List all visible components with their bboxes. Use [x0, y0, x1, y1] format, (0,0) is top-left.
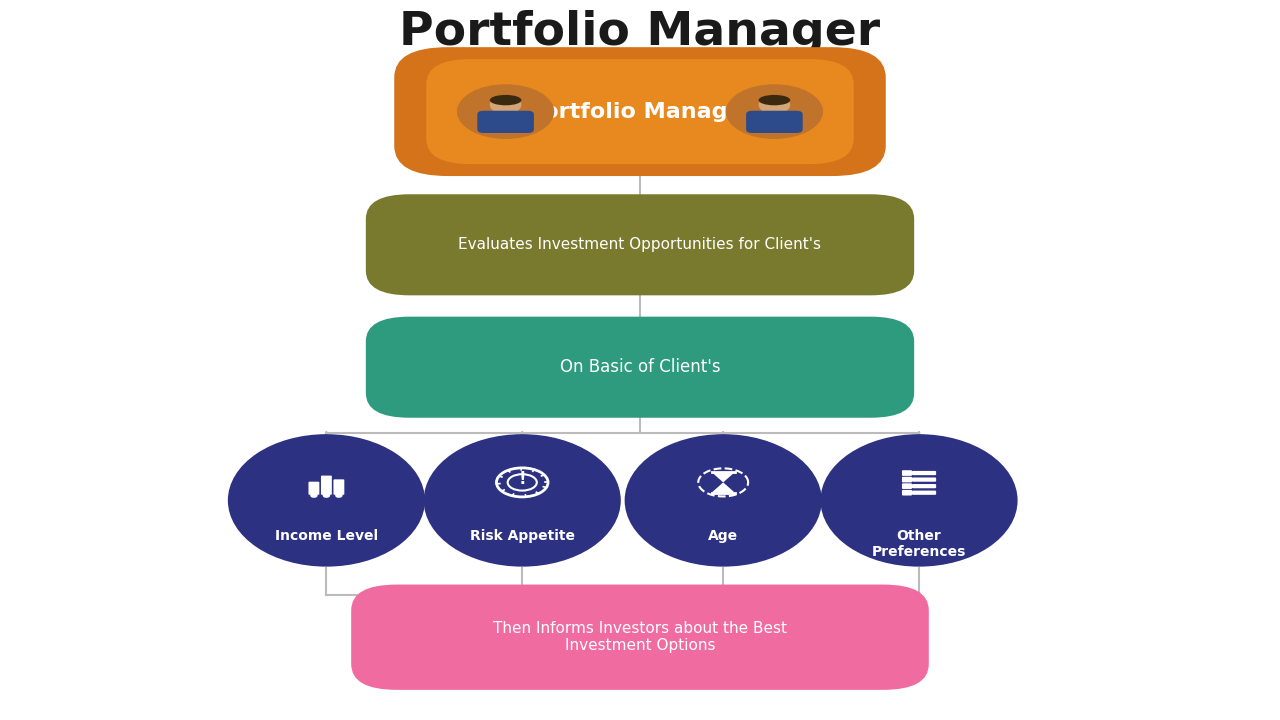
- FancyBboxPatch shape: [911, 484, 936, 488]
- Ellipse shape: [490, 95, 521, 114]
- Ellipse shape: [820, 434, 1018, 567]
- Ellipse shape: [310, 493, 317, 498]
- FancyBboxPatch shape: [426, 59, 854, 164]
- Ellipse shape: [323, 493, 330, 498]
- Ellipse shape: [457, 84, 554, 139]
- Text: Other
Preferences: Other Preferences: [872, 529, 966, 559]
- Text: Then Informs Investors about the Best
Investment Options: Then Informs Investors about the Best In…: [493, 621, 787, 654]
- FancyBboxPatch shape: [902, 483, 911, 489]
- Text: Age: Age: [708, 529, 739, 543]
- Text: Portfolio Manager: Portfolio Manager: [399, 10, 881, 55]
- Text: !: !: [518, 469, 526, 488]
- Ellipse shape: [726, 84, 823, 139]
- FancyBboxPatch shape: [477, 111, 534, 133]
- FancyBboxPatch shape: [308, 482, 320, 495]
- Text: On Basic of Client's: On Basic of Client's: [559, 358, 721, 376]
- FancyBboxPatch shape: [321, 476, 332, 495]
- FancyBboxPatch shape: [366, 194, 914, 295]
- Ellipse shape: [759, 95, 790, 114]
- Text: Portfolio Manager: Portfolio Manager: [526, 102, 754, 122]
- Ellipse shape: [228, 434, 425, 567]
- Ellipse shape: [490, 95, 521, 105]
- FancyBboxPatch shape: [366, 317, 914, 418]
- Ellipse shape: [424, 434, 621, 567]
- FancyBboxPatch shape: [911, 490, 936, 495]
- FancyBboxPatch shape: [902, 470, 911, 476]
- FancyBboxPatch shape: [394, 48, 886, 176]
- Text: Income Level: Income Level: [275, 529, 378, 543]
- Ellipse shape: [335, 493, 343, 498]
- FancyBboxPatch shape: [351, 585, 929, 690]
- Ellipse shape: [625, 434, 822, 567]
- FancyBboxPatch shape: [746, 111, 803, 133]
- FancyBboxPatch shape: [333, 480, 344, 495]
- Ellipse shape: [759, 95, 790, 105]
- Polygon shape: [712, 472, 735, 482]
- Polygon shape: [712, 482, 735, 492]
- Text: Risk Appetite: Risk Appetite: [470, 529, 575, 543]
- Text: Evaluates Investment Opportunities for Client's: Evaluates Investment Opportunities for C…: [458, 238, 822, 252]
- FancyBboxPatch shape: [911, 477, 936, 482]
- FancyBboxPatch shape: [902, 477, 911, 482]
- FancyBboxPatch shape: [902, 490, 911, 495]
- FancyBboxPatch shape: [911, 471, 936, 475]
